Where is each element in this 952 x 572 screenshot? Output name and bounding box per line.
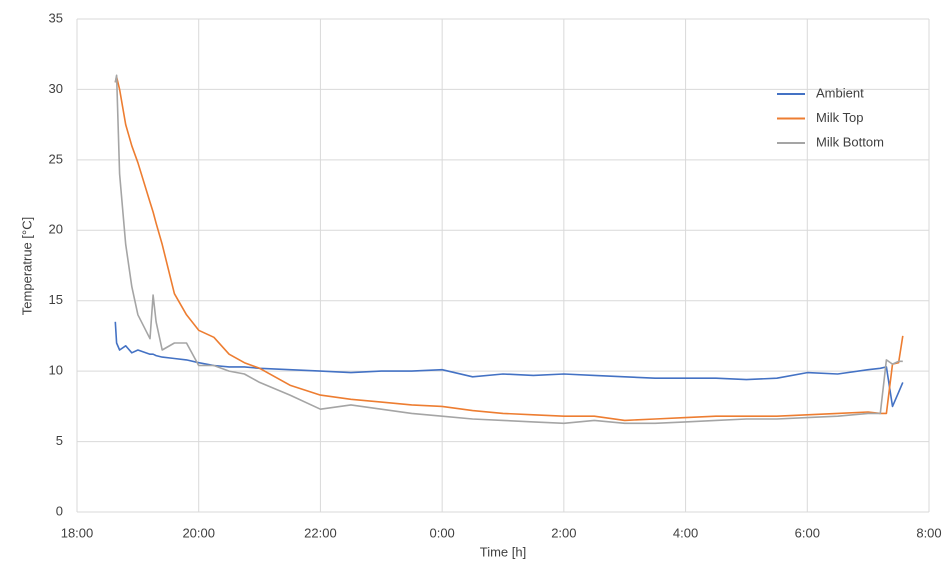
y-tick-label: 5: [56, 433, 63, 448]
series-line: [114, 74, 903, 425]
y-tick-label: 15: [49, 292, 63, 307]
x-tick-label: 22:00: [304, 525, 337, 540]
x-axis-title: Time [h]: [480, 544, 526, 559]
y-tick-label: 0: [56, 503, 63, 518]
y-tick-label: 10: [49, 363, 63, 378]
x-tick-label: 2:00: [551, 525, 576, 540]
y-axis-title: Temperatrue [°C]: [19, 217, 34, 315]
x-tick-label: 20:00: [182, 525, 215, 540]
series-line: [114, 321, 904, 408]
y-tick-label: 30: [49, 81, 63, 96]
legend-label: Milk Top: [816, 110, 863, 125]
y-tick-label: 25: [49, 151, 63, 166]
x-tick-label: 18:00: [61, 525, 94, 540]
legend-label: Milk Bottom: [816, 134, 884, 149]
series-line: [114, 76, 904, 422]
x-tick-label: 8:00: [916, 525, 941, 540]
y-tick-label: 35: [49, 10, 63, 25]
y-tick-label: 20: [49, 222, 63, 237]
x-tick-label: 6:00: [795, 525, 820, 540]
x-tick-label: 4:00: [673, 525, 698, 540]
x-tick-label: 0:00: [429, 525, 454, 540]
legend-label: Ambient: [816, 85, 864, 100]
